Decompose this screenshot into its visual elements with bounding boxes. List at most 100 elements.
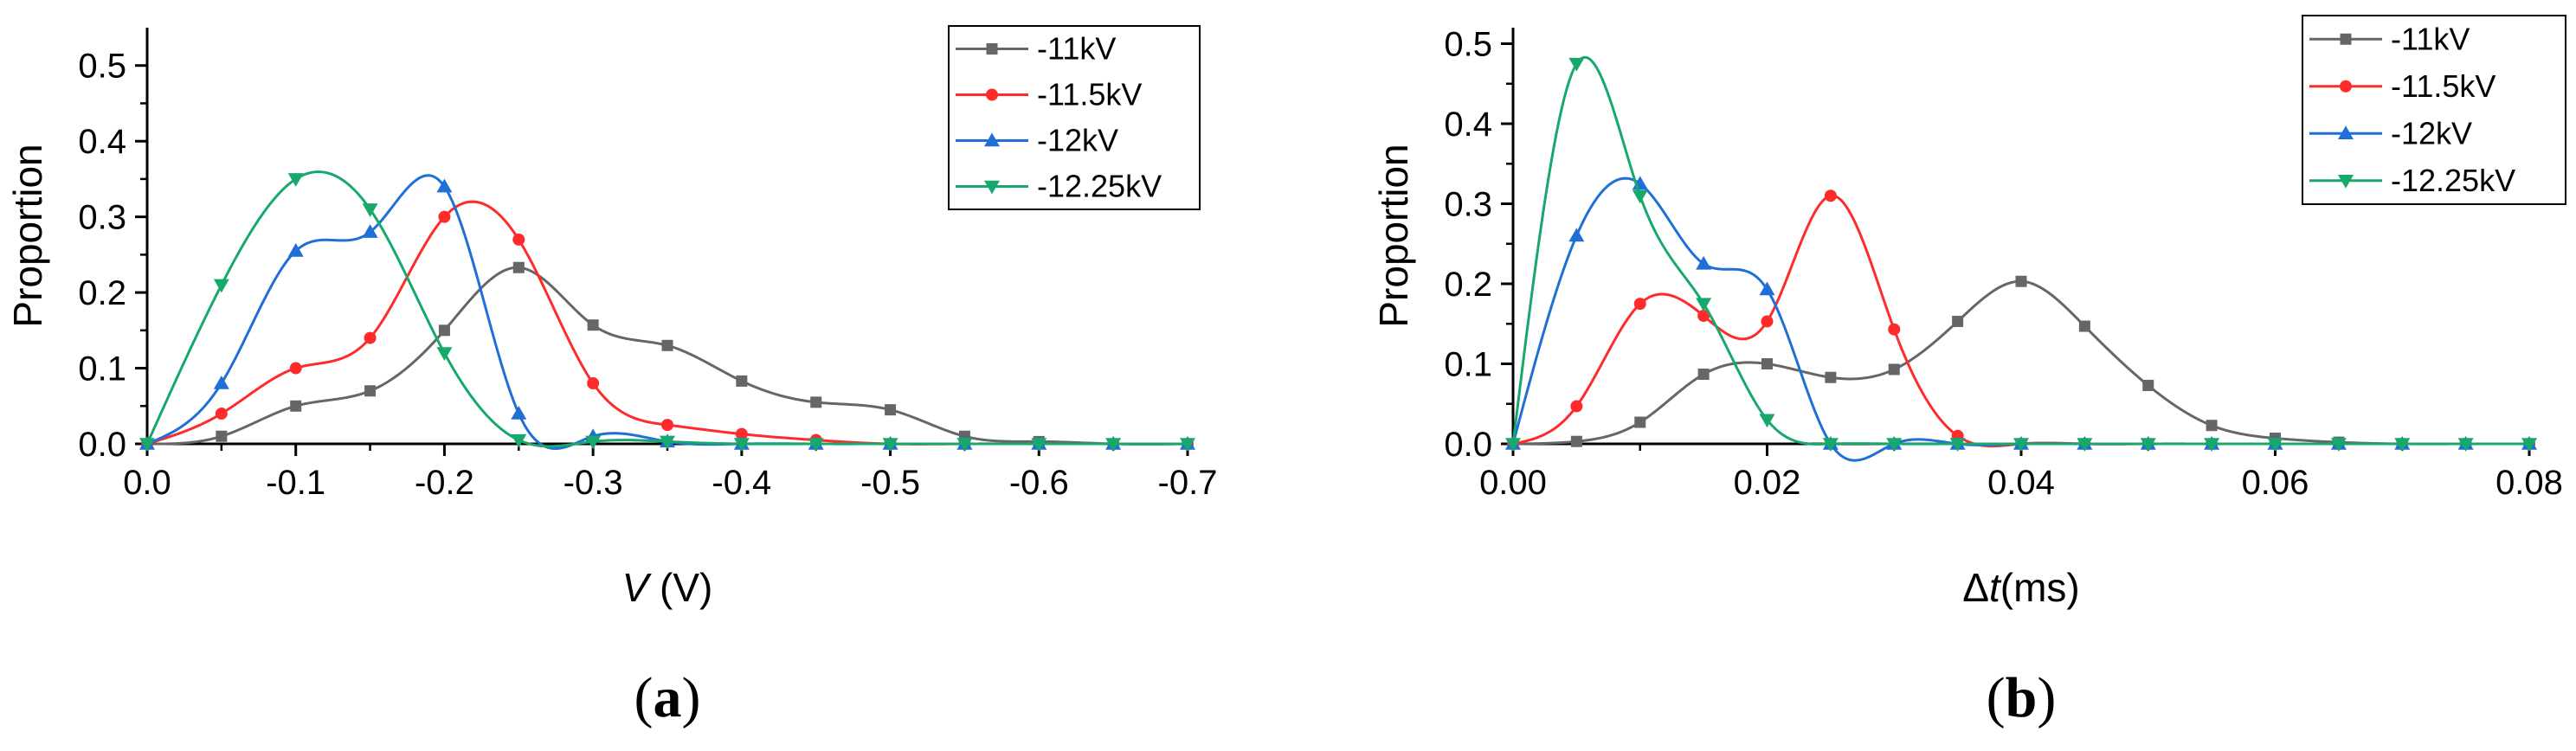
data-point-series-3	[1886, 438, 1903, 452]
data-point-series-3	[1568, 57, 1585, 72]
y-axis-label: Proportion	[1371, 144, 1416, 327]
panel-label: (b)	[1987, 666, 2057, 729]
data-point-series-0	[661, 339, 673, 351]
x-tick-label: 0.00	[1479, 464, 1547, 502]
legend-marker	[986, 88, 998, 101]
x-tick-label: -0.6	[1009, 464, 1069, 502]
x-tick-label: -0.5	[860, 464, 920, 502]
legend-label: -12.25kV	[1037, 169, 1162, 204]
y-tick-label: 0.3	[1444, 186, 1492, 224]
legend-box	[2302, 15, 2566, 205]
data-point-series-0	[1952, 315, 1964, 327]
data-point-series-3	[660, 435, 675, 450]
legend: -11kV -11.5kV -12kV -12.25kV	[2302, 15, 2566, 205]
legend-box	[948, 25, 1201, 210]
series-line-0	[1512, 279, 2529, 446]
data-point-series-3	[1180, 438, 1195, 452]
series-line-2	[1511, 177, 2529, 462]
data-point-series-0	[2142, 379, 2154, 391]
legend-marker	[2340, 33, 2352, 45]
y-tick-label: 0.3	[78, 199, 126, 237]
data-point-series-3	[362, 203, 378, 217]
data-point-series-1	[1570, 400, 1583, 413]
data-point-series-0	[736, 375, 748, 387]
legend-marker	[986, 43, 998, 55]
data-point-series-0	[2015, 275, 2027, 287]
legend-marker	[2338, 175, 2354, 189]
y-tick-label: 0.5	[78, 48, 126, 86]
series-line-2	[146, 174, 1188, 450]
legend-label: -12kV	[2391, 115, 2472, 151]
data-point-series-3	[585, 435, 602, 450]
data-point-series-1	[215, 408, 228, 420]
data-point-series-1	[587, 377, 600, 390]
data-point-series-3	[1031, 438, 1047, 452]
data-point-series-2	[436, 178, 453, 193]
x-tick-label: -0.2	[415, 464, 474, 502]
data-point-series-1	[1633, 298, 1646, 311]
data-point-series-1	[512, 233, 525, 246]
data-point-series-0	[216, 430, 228, 442]
y-tick-label: 0.1	[1444, 346, 1492, 384]
data-point-series-1	[1888, 323, 1901, 336]
data-point-series-0	[587, 319, 599, 331]
data-point-series-3	[882, 438, 898, 452]
data-point-series-3	[2204, 438, 2220, 452]
data-point-series-3	[213, 279, 229, 293]
x-tick-label: 0.0	[123, 464, 171, 502]
x-axis-unit: (ms)	[2000, 565, 2080, 610]
data-point-series-2	[362, 224, 378, 238]
x-tick-label: 0.06	[2242, 464, 2309, 502]
data-point-series-0	[364, 385, 377, 397]
x-tick-label: -0.1	[266, 464, 325, 502]
data-point-series-1	[364, 331, 377, 344]
data-point-series-3	[2267, 438, 2283, 452]
data-point-series-2	[511, 406, 527, 420]
data-point-series-3	[2013, 438, 2029, 452]
series-line-1	[1512, 194, 2529, 448]
y-tick-label: 0.4	[1444, 106, 1492, 144]
data-point-series-1	[1761, 315, 1774, 328]
data-point-series-3	[139, 438, 155, 452]
y-tick-label: 0.4	[78, 123, 126, 161]
y-tick-label: 0.1	[78, 350, 126, 388]
x-axis-variable-t: t	[1989, 565, 2002, 610]
x-tick-label: -0.3	[564, 464, 623, 502]
x-tick-label: 0.08	[2496, 464, 2563, 502]
x-axis-variable-delta: Δ	[1962, 565, 1989, 610]
data-point-series-0	[1634, 416, 1646, 428]
legend-marker	[2340, 80, 2352, 93]
data-point-series-3	[1105, 438, 1122, 452]
x-tick-label: 0.04	[1987, 464, 2055, 502]
data-point-series-3	[1759, 414, 1775, 428]
legend-label: -12kV	[1037, 123, 1118, 158]
data-point-series-1	[1824, 189, 1837, 202]
legend-marker	[2338, 125, 2354, 139]
data-point-series-3	[1632, 189, 1648, 204]
panel-a: 0.0 -0.1 -0.2 -0.3 -0.4 -0.5 -0.6 -0.7 0.0 0.1 0.2…	[5, 25, 1217, 729]
data-point-series-0	[2206, 420, 2218, 432]
data-point-series-0	[1697, 369, 1710, 381]
legend-label: -11.5kV	[2391, 68, 2496, 104]
data-point-series-3	[1949, 438, 1966, 452]
x-tick-label: 0.02	[1734, 464, 1801, 502]
legend-marker	[984, 180, 1000, 195]
data-point-series-2	[1759, 281, 1775, 296]
data-point-series-3	[956, 438, 973, 452]
panel-b: 0.00 0.02 0.04 0.06 0.08 0.0 0.1 0.2 0.3 0.4 0.5 Pr…	[1371, 15, 2566, 729]
y-axis-label: Proportion	[5, 144, 50, 327]
legend-label: -11.5kV	[1037, 77, 1142, 112]
data-point-series-0	[1888, 363, 1900, 376]
data-point-series-3	[1696, 298, 1712, 312]
legend-marker	[984, 132, 1000, 147]
data-point-series-3	[287, 173, 304, 187]
x-axis-label: Δt(ms)	[1962, 565, 2079, 610]
data-point-series-1	[735, 427, 748, 440]
x-tick-label: -0.4	[712, 464, 771, 502]
data-point-series-0	[1570, 435, 1582, 447]
legend: -11kV -11.5kV -12kV -12.25kV	[948, 25, 1201, 210]
data-point-series-3	[511, 433, 527, 448]
data-point-series-2	[287, 242, 304, 257]
x-axis-variable: Δt	[1962, 565, 2002, 610]
